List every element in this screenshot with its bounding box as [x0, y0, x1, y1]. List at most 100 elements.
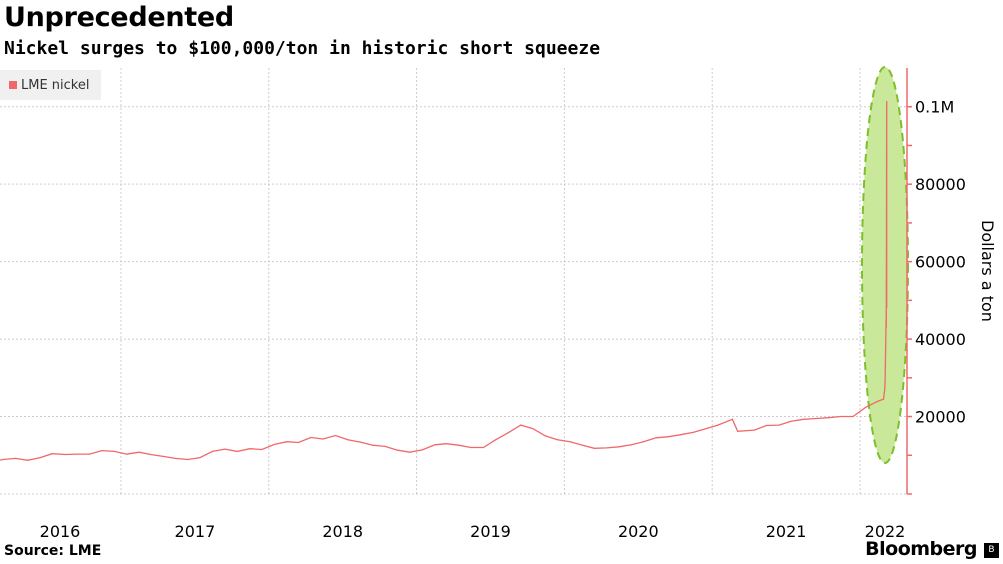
data-point: [199, 456, 201, 459]
data-point: [630, 444, 633, 446]
data-point: [593, 447, 595, 449]
x-tick-label: 2018: [322, 522, 363, 541]
data-point: [359, 441, 361, 443]
data-point: [704, 428, 706, 430]
data-point: [569, 441, 571, 443]
data-point: [236, 450, 238, 452]
legend[interactable]: LME nickel: [0, 70, 101, 100]
data-point: [852, 415, 854, 418]
data-point: [174, 457, 176, 459]
data-point: [642, 441, 645, 443]
data-point: [322, 438, 324, 440]
data-point: [692, 431, 694, 434]
data-point: [884, 381, 886, 383]
data-point: [458, 444, 460, 446]
x-tick-label: 2016: [40, 522, 81, 541]
data-point: [655, 437, 657, 439]
data-point: [882, 398, 885, 400]
data-point: [372, 444, 374, 446]
data-point: [556, 439, 559, 441]
data-point: [865, 406, 867, 408]
data-point: [15, 457, 17, 459]
data-point: [482, 446, 485, 449]
data-point: [803, 418, 805, 420]
data-point: [886, 307, 888, 309]
data-point: [606, 447, 608, 449]
data-point: [187, 458, 189, 461]
x-tick-label: 2017: [175, 522, 216, 541]
data-point: [778, 424, 780, 426]
data-point: [113, 450, 115, 452]
data-point: [162, 455, 164, 458]
data-point: [2, 458, 4, 461]
data-point: [520, 424, 522, 426]
data-point: [434, 444, 436, 446]
data-point: [532, 427, 534, 430]
data-point: [618, 446, 620, 448]
data-point: [347, 439, 349, 441]
y-tick-label: 40000: [915, 330, 966, 349]
data-point: [737, 430, 739, 432]
legend-label: LME nickel: [21, 77, 90, 93]
data-point: [273, 443, 276, 446]
data-point: [877, 400, 879, 402]
bloomberg-logo: Bloomberg: [865, 538, 977, 560]
data-point: [297, 441, 299, 444]
data-point: [765, 424, 768, 427]
data-point: [211, 450, 214, 452]
data-point: [27, 459, 29, 461]
data-point: [544, 435, 546, 437]
highlight-ellipse: [861, 66, 909, 464]
data-point: [64, 453, 66, 456]
x-tick-label: 2020: [618, 522, 659, 541]
source-note: Source: LME: [4, 543, 102, 559]
data-point: [421, 449, 423, 451]
chart-title: Unprecedented: [4, 2, 234, 33]
data-point: [409, 451, 411, 453]
data-point: [840, 415, 842, 418]
data-point: [667, 436, 670, 438]
series-line-lme-nickel: [0, 101, 888, 461]
y-tick-label: 60000: [915, 253, 966, 272]
data-point: [884, 388, 886, 391]
data-point: [138, 451, 140, 453]
data-point: [249, 448, 251, 450]
x-tick-label: 2022: [865, 522, 906, 541]
data-point: [470, 446, 472, 449]
data-point: [76, 453, 78, 455]
data-point: [149, 453, 152, 456]
data-point: [731, 418, 734, 420]
data-point: [581, 444, 584, 446]
data-point: [885, 326, 887, 329]
data-point: [790, 420, 792, 422]
data-point: [445, 443, 447, 445]
y-tick-label: 20000: [915, 408, 966, 427]
data-point: [717, 424, 719, 426]
data-point: [261, 448, 263, 451]
data-point: [310, 436, 312, 439]
data-point: [101, 450, 103, 452]
data-point: [286, 441, 288, 443]
data-point: [384, 445, 386, 447]
data-point: [815, 417, 817, 420]
y-tick-label: 0.1M: [915, 98, 954, 117]
legend-swatch: [9, 81, 17, 89]
data-point: [396, 449, 399, 451]
data-point: [51, 453, 53, 455]
x-tick-label: 2021: [766, 522, 807, 541]
y-tick-label: 80000: [915, 175, 966, 194]
data-point: [335, 434, 337, 437]
data-point: [39, 456, 41, 459]
data-point: [753, 429, 755, 431]
chart-subtitle: Nickel surges to $100,000/ton in histori…: [4, 38, 601, 59]
data-point: [885, 280, 887, 282]
data-point: [494, 439, 497, 441]
x-tick-label: 2019: [470, 522, 511, 541]
data-point: [827, 417, 830, 419]
data-point: [88, 453, 91, 455]
data-point: [224, 448, 226, 450]
data-point: [680, 434, 682, 436]
data-point: [886, 100, 888, 103]
y-axis-label: Dollars a ton: [978, 220, 997, 322]
